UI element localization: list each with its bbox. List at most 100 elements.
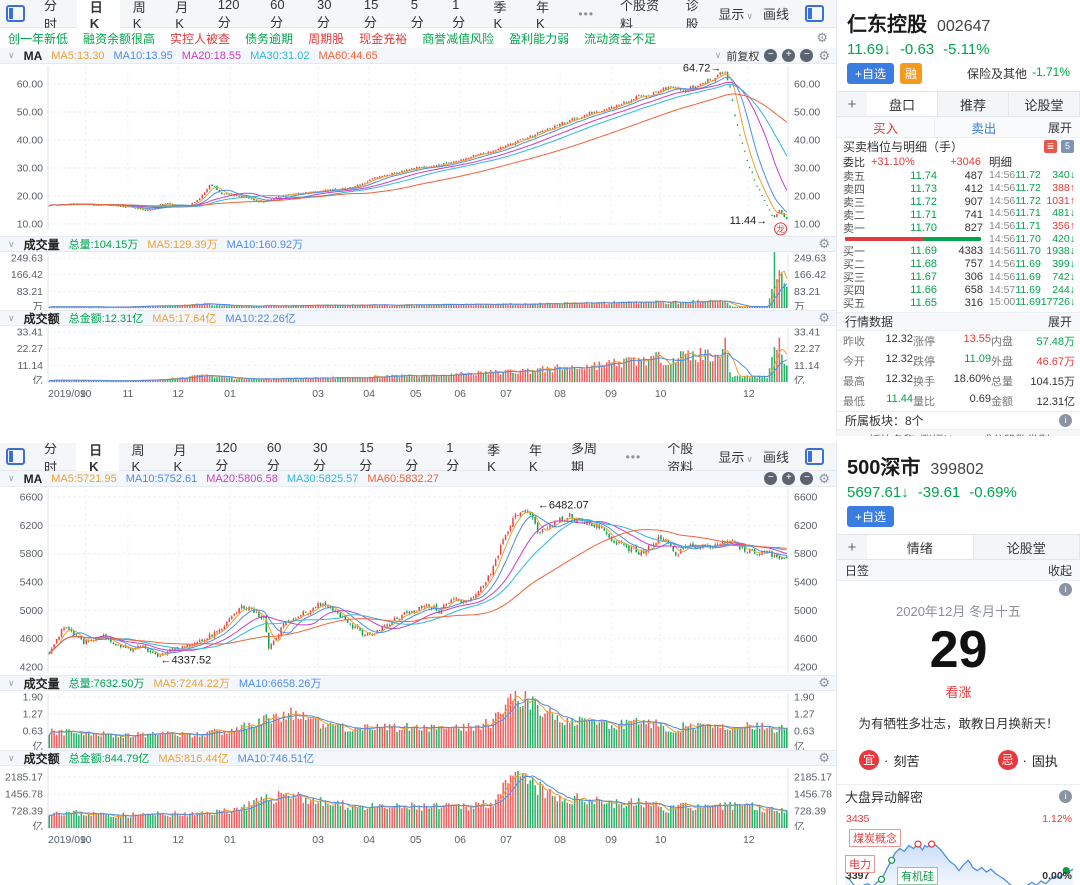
toolbar-tab[interactable]: •••	[578, 6, 595, 21]
buy-level-row[interactable]: 买三 11.67 306	[843, 270, 983, 284]
display-menu[interactable]: 显示 ∨	[718, 450, 753, 465]
expand-button[interactable]: 展开	[1047, 120, 1072, 135]
buy-level-row[interactable]: 买四 11.66 658	[843, 283, 983, 297]
gear-icon[interactable]: ⚙	[818, 750, 830, 765]
candlestick-chart[interactable]: 6600 6600 6200 6200 5800 5800 5400 5400 5000 5000…	[0, 487, 836, 675]
toolbar-tab[interactable]: 日K	[76, 443, 119, 474]
toolbar-tab[interactable]: 分时	[44, 443, 58, 475]
collapse-icon[interactable]: −	[800, 472, 814, 485]
buy-level-row[interactable]: 买五 11.65 316	[843, 296, 983, 310]
toolbar-tab[interactable]: 季K	[487, 443, 501, 474]
sell-level-row[interactable]: 卖三 11.72 907	[843, 195, 983, 209]
sell-level-row[interactable]: 卖五 11.74 487	[843, 169, 983, 183]
stock-tag[interactable]: 融资余额很高	[83, 31, 156, 46]
chevron-down-icon[interactable]: ∨	[8, 473, 15, 483]
stock-tag[interactable]: 债务逾期	[245, 31, 294, 46]
info-icon[interactable]: i	[1059, 789, 1072, 803]
toolbar-tab[interactable]: 分时	[44, 0, 58, 32]
chart-view-icon[interactable]: ≣	[1044, 140, 1057, 153]
toolbar-tab[interactable]: 个股资料	[620, 0, 660, 32]
amount-chart[interactable]: 2185.17 2185.17 1456.78 1456.78 728.39 728.39…	[0, 766, 836, 830]
sector-tag[interactable]: 电力	[845, 855, 875, 873]
quote-tab[interactable]: 情绪	[867, 535, 974, 559]
zoom-in-icon[interactable]: +	[782, 472, 796, 485]
toolbar-tab[interactable]: 1分	[446, 443, 460, 473]
toolbar-tab[interactable]: 月K	[175, 0, 189, 31]
toolbar-tab[interactable]: 月K	[173, 443, 187, 474]
quote-tab[interactable]: 论股堂	[1009, 92, 1080, 116]
expand-button[interactable]: 展开	[1047, 315, 1072, 329]
info-icon[interactable]: i	[1059, 583, 1072, 596]
toolbar-tab[interactable]: 120分	[217, 0, 240, 30]
toolbar-tab[interactable]: 周K	[131, 443, 145, 474]
toolbar-tab[interactable]: 年K	[529, 443, 543, 474]
draw-line-button[interactable]: 画线	[762, 7, 789, 22]
toolbar-tab[interactable]: 日K	[76, 0, 120, 31]
buy-level-row[interactable]: 买一 11.69 4383	[843, 244, 983, 258]
quote-tab[interactable]: 盘口	[867, 92, 938, 116]
stock-tag[interactable]: 创一年新低	[8, 31, 69, 46]
layout-toggle-icon[interactable]	[6, 5, 25, 22]
gear-icon[interactable]: ⚙	[818, 675, 830, 690]
chevron-down-icon[interactable]: ∨	[8, 238, 15, 249]
sector-col[interactable]: 成分股数	[965, 432, 1027, 436]
gear-icon[interactable]: ⚙	[818, 47, 830, 63]
sell-level-row[interactable]: 卖一 11.70 827	[843, 221, 983, 235]
gear-icon[interactable]: ⚙	[818, 310, 830, 325]
buy-tab[interactable]: 买入	[873, 121, 899, 136]
add-tab-button[interactable]: +	[847, 538, 857, 556]
gear-icon[interactable]: ⚙	[818, 470, 830, 486]
add-watchlist-button[interactable]: +自选	[847, 63, 895, 84]
buy-level-row[interactable]: 买二 11.68 757	[843, 257, 983, 271]
candlestick-chart[interactable]: 60.00 60.00 50.00 50.00 40.00 40.00 30.00 30.00…	[0, 64, 836, 236]
info-icon[interactable]: i	[1059, 414, 1072, 427]
sell-level-row[interactable]: 卖四 11.73 412	[843, 182, 983, 196]
sell-tab[interactable]: 卖出	[934, 117, 1032, 137]
sector-col[interactable]: 涨幅% ∨	[915, 432, 965, 436]
sell-level-row[interactable]: 卖二 11.71 741	[843, 208, 983, 222]
toolbar-tab[interactable]: 5分	[405, 443, 419, 473]
add-watchlist-button[interactable]: +自选	[847, 506, 895, 527]
chevron-down-icon[interactable]: ∨	[8, 752, 15, 763]
toolbar-tab[interactable]: 季K	[493, 0, 507, 31]
toolbar-tab[interactable]: 30分	[313, 443, 328, 473]
toolbar-tab[interactable]: 年K	[535, 0, 549, 31]
gear-icon[interactable]: ⚙	[818, 236, 830, 251]
quote-tab[interactable]: 论股堂	[974, 535, 1080, 559]
adjust-mode-label[interactable]: 前复权	[726, 50, 760, 63]
stock-tag[interactable]: 周期股	[308, 31, 345, 46]
sector-tag[interactable]: 有机硅	[897, 867, 938, 885]
chevron-down-icon[interactable]: ∨	[8, 50, 15, 60]
sector-tag[interactable]: 煤炭概念	[849, 829, 901, 847]
layout-toggle-icon[interactable]	[6, 448, 25, 465]
stock-tag[interactable]: 盈利能力弱	[509, 31, 570, 46]
quote-tab[interactable]: 推荐	[938, 92, 1009, 116]
zoom-out-icon[interactable]: −	[764, 49, 778, 62]
chevron-down-icon[interactable]: ∨	[714, 50, 722, 60]
volume-chart[interactable]: 249.63 249.63 166.42 166.42 83.21 83.21 万 万	[0, 252, 836, 310]
layout-toggle-icon[interactable]	[805, 5, 824, 22]
toolbar-tab[interactable]: 15分	[359, 443, 374, 473]
amount-chart[interactable]: 33.41 33.41 22.27 22.27 11.14 11.14 亿 亿	[0, 326, 836, 385]
collapse-icon[interactable]: −	[800, 49, 814, 62]
stock-tag[interactable]: 现金充裕	[359, 31, 408, 46]
stock-tag[interactable]: 流动资金不足	[584, 31, 657, 46]
stock-tag[interactable]: 实控人被查	[170, 31, 231, 46]
zoom-in-icon[interactable]: +	[782, 49, 796, 62]
toolbar-tab[interactable]: 120分	[215, 443, 238, 473]
add-tab-button[interactable]: +	[847, 95, 857, 113]
display-menu[interactable]: 显示 ∨	[718, 7, 753, 22]
margin-badge[interactable]: 融	[900, 63, 923, 84]
toolbar-tab[interactable]: 60分	[270, 0, 285, 30]
industry-name[interactable]: 保险及其他	[966, 67, 1027, 81]
chevron-down-icon[interactable]: ∨	[8, 312, 15, 323]
layout-toggle-icon[interactable]	[805, 448, 824, 465]
toolbar-tab[interactable]: 5分	[410, 0, 424, 30]
toolbar-tab[interactable]: 1分	[452, 0, 466, 30]
toolbar-tab[interactable]: 诊股	[685, 0, 699, 32]
chevron-down-icon[interactable]: ∨	[8, 677, 15, 688]
toolbar-tab[interactable]: 个股资料	[667, 443, 694, 475]
toolbar-tab[interactable]: 30分	[316, 0, 332, 30]
draw-line-button[interactable]: 画线	[762, 450, 789, 465]
